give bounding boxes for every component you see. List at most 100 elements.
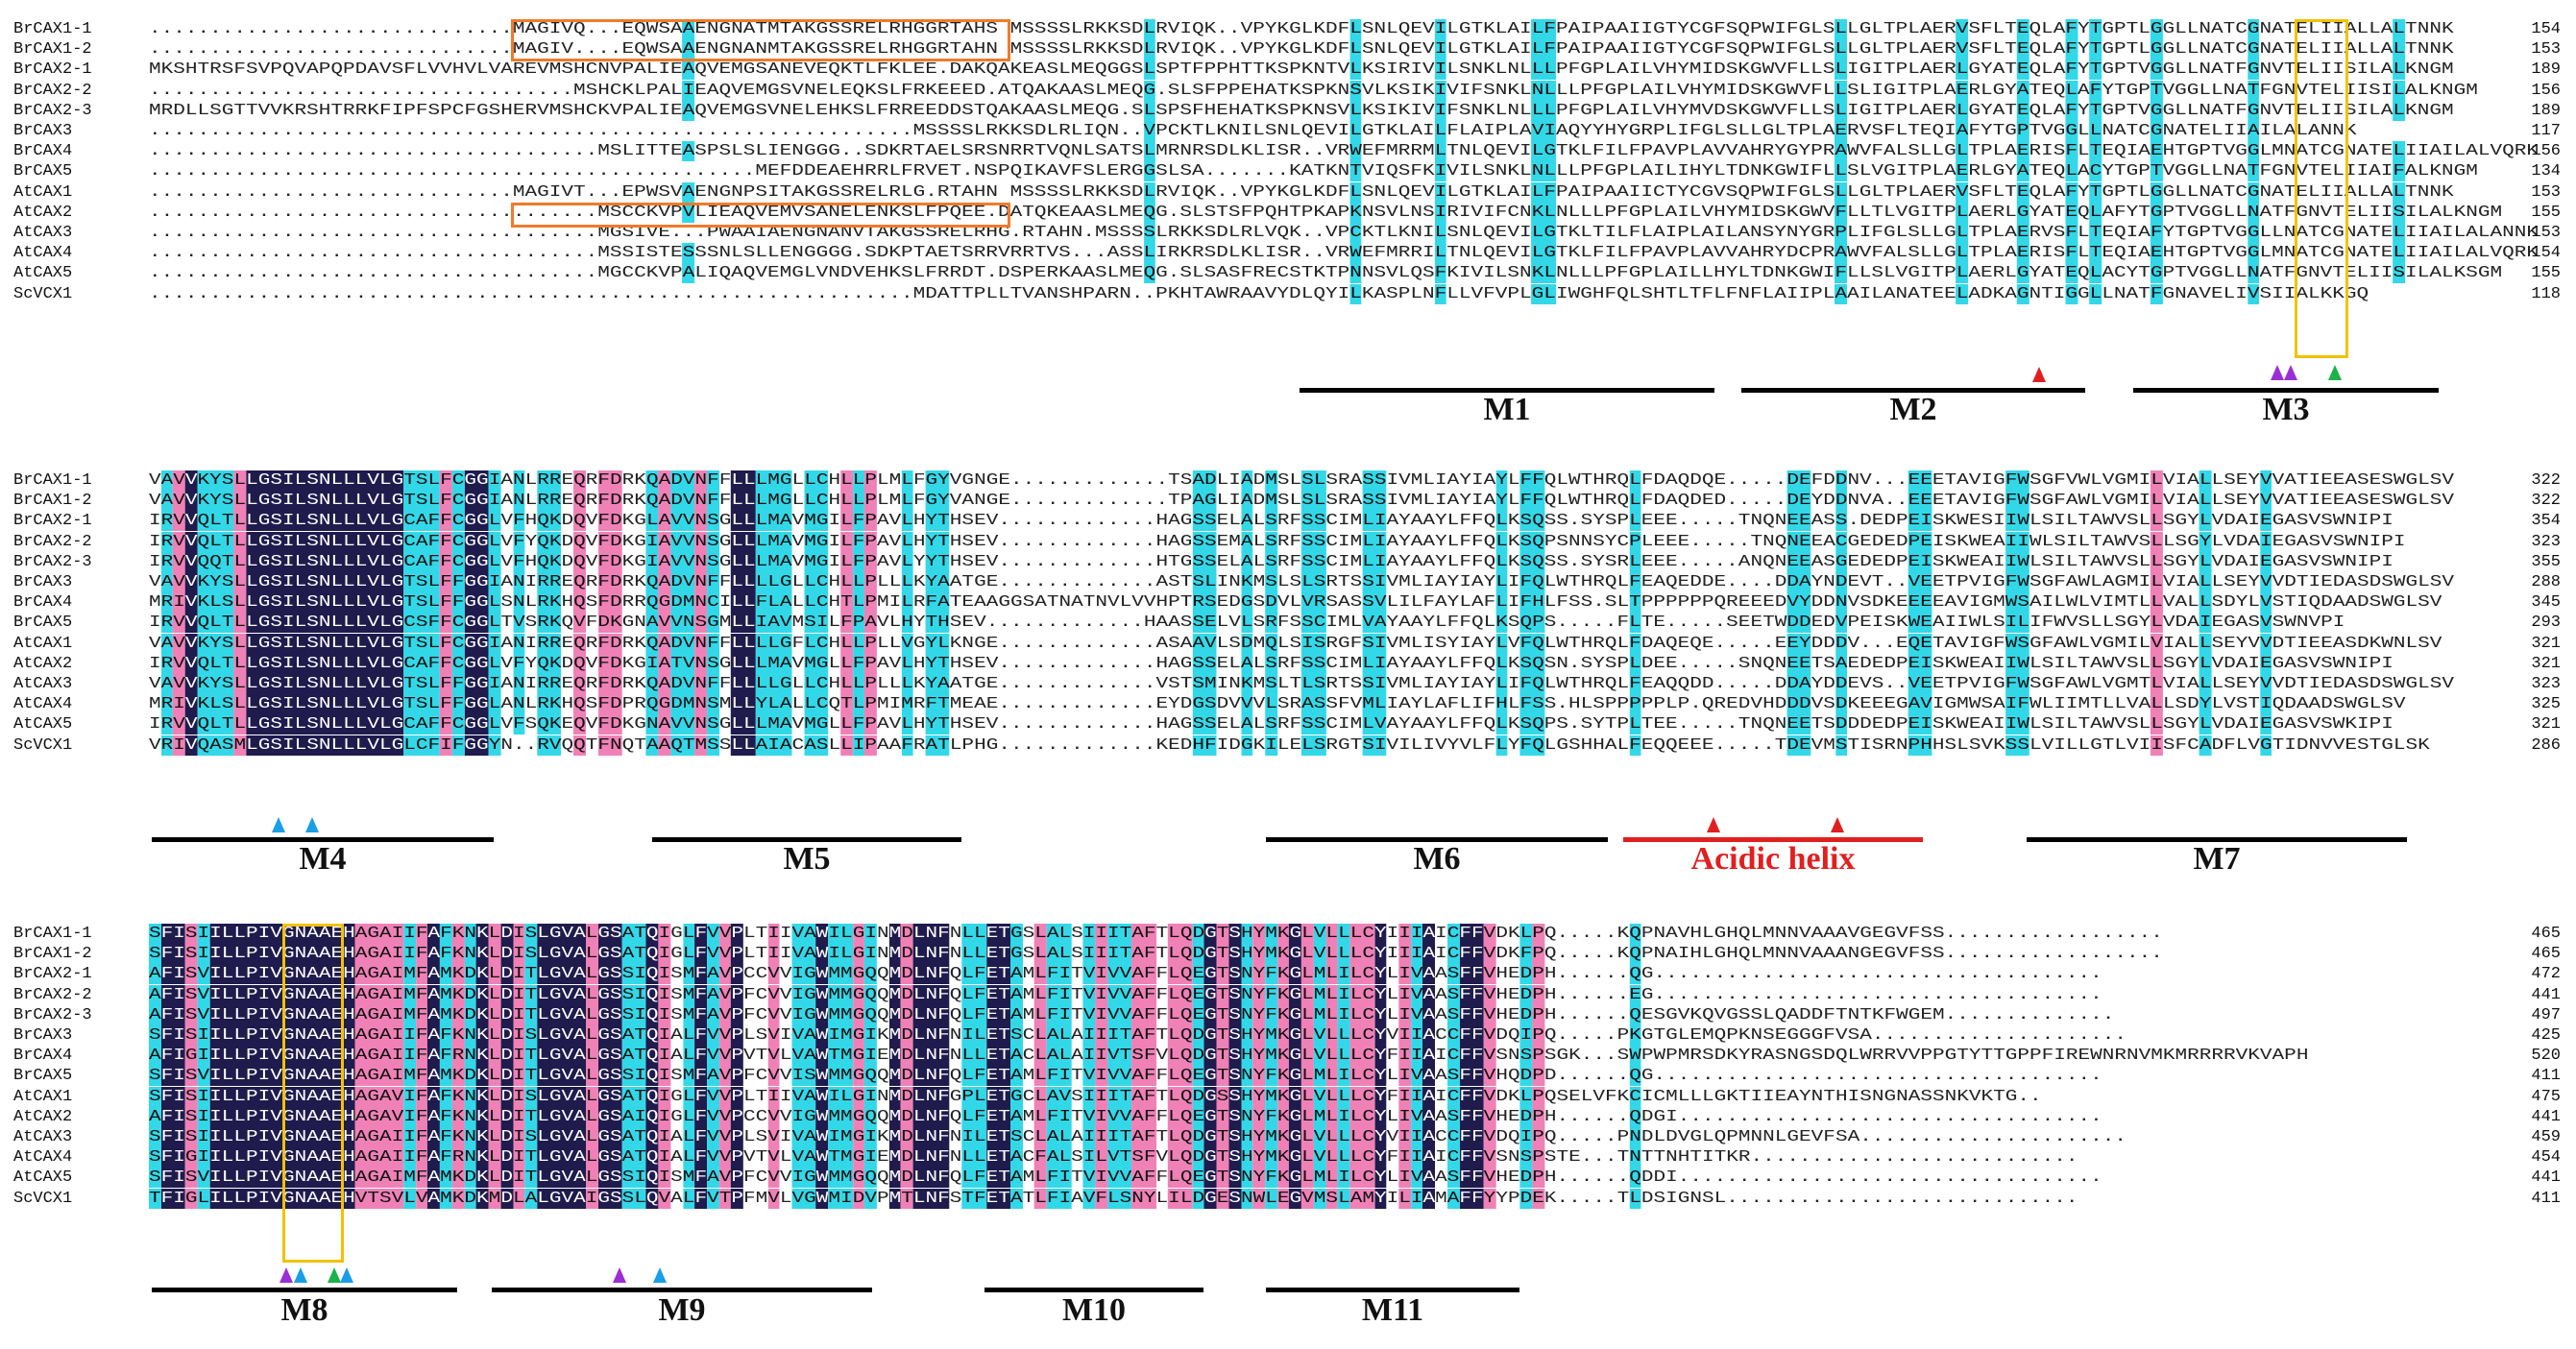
green-triangle-icon — [2328, 365, 2342, 380]
alignment-row: AtCAX3 VAVVKYSLLGSILSNLLLVLGTSLFFGGIANIRR… — [0, 674, 2576, 694]
segment-bar-m8 — [152, 1288, 457, 1292]
sequence-residues: AFISVILLPIVGNAAEHAGAIMFAMKDKLDITLGVALGSS… — [149, 964, 2102, 985]
sequence-end-position: 345 — [2531, 593, 2561, 613]
sequence-name: BrCAX2-3 — [13, 1005, 92, 1024]
sequence-residues: SFISIILLPIVGNAAEHAGAIIFAFKNKLDISLGVALGSA… — [149, 924, 2163, 944]
alignment-row: AtCAX1 ..............................MAGI… — [0, 181, 2576, 203]
sequence-residues: VAVVKYSLLGSILSNLLLVLGTSLFCGGIANLRREQRFDR… — [149, 491, 2455, 512]
sequence-residues: AFISVILLPIVGNAAEHAGAIMFAMKDKLDITLGVALGSS… — [149, 984, 2102, 1005]
sequence-end-position: 465 — [2531, 925, 2561, 943]
sequence-end-position: 459 — [2531, 1128, 2561, 1146]
sequence-name: BrCAX5 — [13, 1067, 73, 1086]
purple-triangle-icon — [2284, 365, 2297, 380]
sequence-residues: ........................................… — [149, 161, 2478, 182]
sequence-residues: IRVVQLTLLGSILSNLLLVLGCAFFCGGLVFYQKDQVFDK… — [149, 531, 2406, 552]
alignment-row: AtCAX1 SFISIILLPIVGNAAEHAGAVIFAFKNKLDISLG… — [0, 1086, 2576, 1107]
sequence-name: BrCAX1-1 — [13, 471, 92, 490]
sequence-residues: SFISIILLPIVGNAAEHAGAVIFAFKNKLDISLGVALGSA… — [149, 1086, 2042, 1107]
sequence-name: BrCAX5 — [13, 614, 73, 633]
purple-triangle-icon — [2271, 365, 2284, 380]
sequence-residues: MRDLLSGTTVVKRSHTRRKFIPFSPCFGSHERVMSHCKVP… — [149, 100, 2454, 121]
alignment-row: AtCAX1 VAVVKYSLLGSILSNLLLVLGTSLFCGGIANIRR… — [0, 633, 2576, 654]
sequence-end-position: 322 — [2531, 492, 2561, 511]
sequence-residues: .....................................MSL… — [149, 141, 2539, 162]
sequence-end-position: 153 — [2531, 224, 2561, 242]
sequence-residues: ........................................… — [149, 283, 2369, 304]
sequence-name: AtCAX3 — [13, 1128, 73, 1146]
sequence-end-position: 155 — [2531, 203, 2561, 222]
segment-label-m10: M10 — [1061, 1292, 1127, 1328]
alignment-row: AtCAX2 IRVVQLTLLGSILSNLLLVLGCAFFCGGLVFYQK… — [0, 653, 2576, 674]
sequence-residues: AFIGIILLPIVGNAAEHAGAIIFAFRNKLDITLGVALGSA… — [149, 1046, 2309, 1067]
sequence-name: AtCAX3 — [13, 675, 73, 693]
alignment-row: AtCAX3 SFISIILLPIVGNAAEHAGAIIFAFKNKLDISLG… — [0, 1127, 2576, 1147]
segment-bar-m11 — [1266, 1288, 1519, 1292]
sequence-residues: ..............................MAGIVQ...E… — [149, 19, 2454, 39]
sequence-residues: VAVVKYSLLGSILSNLLLVLGTSLFCGGIANIRREQRFDR… — [149, 633, 2442, 654]
sequence-end-position: 153 — [2531, 182, 2561, 202]
sequence-name: AtCAX4 — [13, 695, 73, 714]
sequence-name: AtCAX3 — [13, 224, 73, 242]
sequence-end-position: 322 — [2531, 471, 2561, 490]
sequence-residues: VAVVKYSLLGSILSNLLLVLGTSLFFGGIANIRREQRFDR… — [149, 572, 2455, 592]
sequence-end-position: 323 — [2531, 675, 2561, 693]
sequence-name: ScVCX1 — [13, 284, 73, 303]
sequence-name: BrCAX4 — [13, 142, 73, 161]
segment-label-acidic-helix: Acidic helix — [1690, 841, 1856, 877]
sequence-residues: SFISIILLPIVGNAAEHAGAIIFAFKNKLDISLGVALGSA… — [149, 1025, 2127, 1046]
segment-bar-m1 — [1300, 388, 1714, 393]
sequence-residues: ........................................… — [149, 121, 2357, 141]
alignment-row: BrCAX2-2 AFISVILLPIVGNAAEHAGAIMFAMKDKLDIT… — [0, 984, 2576, 1005]
alignment-row: ScVCX1..................................… — [0, 283, 2576, 304]
alignment-row: BrCAX2-2................................… — [0, 80, 2576, 101]
alignment-row: BrCAX1-2 ..............................MA… — [0, 39, 2576, 60]
sequence-name: BrCAX2-2 — [13, 532, 92, 551]
sequence-end-position: 411 — [2531, 1067, 2561, 1086]
sequence-end-position: 425 — [2531, 1026, 2561, 1045]
n-terminal-box-atcax1 — [511, 203, 1010, 228]
alignment-row: AtCAX4..................................… — [0, 243, 2576, 264]
alignment-row: AtCAX5..................................… — [0, 263, 2576, 284]
segment-label-m2: M2 — [1889, 392, 1937, 427]
green-triangle-icon — [328, 1267, 341, 1283]
sequence-name: ScVCX1 — [13, 735, 73, 755]
sequence-residues: AFISIILLPIVGNAAEHAGAVIFAFKNKLDITLGVALGSA… — [149, 1106, 2102, 1127]
sequence-name: BrCAX3 — [13, 122, 73, 140]
sequence-name: AtCAX2 — [13, 1107, 73, 1126]
sequence-end-position: 118 — [2531, 284, 2561, 303]
sequence-residues: IRVVQLTLLGSILSNLLLVLGCSFFCGGLTVSRKQVFDKG… — [149, 613, 2345, 634]
sequence-residues: SFIGIILLPIVGNAAEHAGAIIFAFRNKLDITLGVALGSA… — [149, 1147, 2078, 1168]
sequence-end-position: 153 — [2531, 40, 2561, 60]
sequence-name: AtCAX5 — [13, 264, 73, 283]
sequence-end-position: 441 — [2531, 1168, 2561, 1188]
sequence-residues: MRIVKLSLLGSILSNLLLVLGTSLFFGGLANLRKHQSFDP… — [149, 694, 2406, 715]
sequence-name: AtCAX4 — [13, 1148, 73, 1168]
alignment-row: BrCAX3..................................… — [0, 121, 2576, 141]
sequence-end-position: 155 — [2531, 264, 2561, 283]
alignment-row: BrCAX2-3 AFISVILLPIVGNAAEHAGAIMFAMKDKLDIT… — [0, 1004, 2576, 1025]
sequence-residues: SFISIILLPIVGNAAEHAGAIIFAFKNKLDISLGVALGSA… — [149, 944, 2163, 965]
sequence-residues: IRVVQQTLLGSILSNLLLVLGCAFFCGGLVFHQKDQVFDK… — [149, 551, 2394, 572]
sequence-name: AtCAX1 — [13, 634, 73, 653]
sequence-residues: MKSHTRSFSVPQVAPQPDAVSFLVVHVLVAREVMSHCNVP… — [149, 60, 2454, 81]
alignment-row: BrCAX1-1 ..............................MA… — [0, 19, 2576, 39]
sequence-residues: .....................................MSS… — [149, 243, 2539, 264]
sequence-end-position: 154 — [2531, 20, 2561, 38]
alignment-row: BrCAX3 SFISIILLPIVGNAAEHAGAIIFAFKNKLDISLG… — [0, 1025, 2576, 1046]
segment-label-m9: M9 — [658, 1292, 706, 1328]
sequence-end-position: 497 — [2531, 1005, 2561, 1024]
alignment-row: AtCAX5 SFISVILLPIVGNAAEHAGAIMFAMKDKLDITLG… — [0, 1168, 2576, 1189]
segment-label-m5: M5 — [783, 841, 831, 877]
sequence-residues: .....................................MGC… — [149, 263, 2503, 284]
sequence-name: BrCAX4 — [13, 593, 73, 613]
sequence-name: BrCAX2-1 — [13, 512, 92, 531]
purple-triangle-icon — [279, 1267, 293, 1283]
sequence-name: BrCAX2-2 — [13, 985, 92, 1004]
sequence-name: AtCAX1 — [13, 182, 73, 202]
sequence-name: BrCAX3 — [13, 573, 73, 591]
sequence-end-position: 286 — [2531, 735, 2561, 755]
alignment-row: AtCAX3..................................… — [0, 223, 2576, 243]
alignment-row: AtCAX5 IRVVQLTLLGSILSNLLLVLGCAFFCGGLVFSQK… — [0, 714, 2576, 735]
alignment-row: BrCAX2-3 MRDLLSGTTVVKRSHTRRKFIPFSPCFGSHER… — [0, 100, 2576, 121]
blue-triangle-icon — [305, 817, 319, 832]
